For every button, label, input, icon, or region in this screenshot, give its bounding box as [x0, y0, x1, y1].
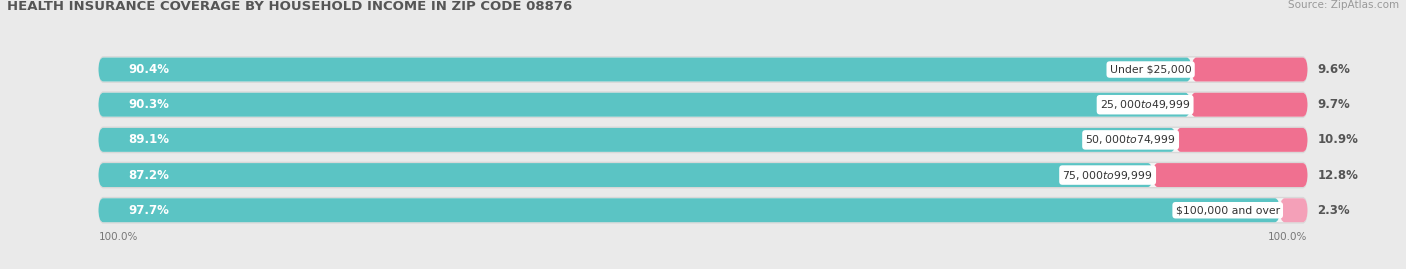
Text: 87.2%: 87.2%	[129, 169, 170, 182]
Text: Under $25,000: Under $25,000	[1109, 65, 1191, 75]
FancyBboxPatch shape	[98, 198, 1279, 222]
FancyBboxPatch shape	[98, 126, 1308, 153]
Text: $50,000 to $74,999: $50,000 to $74,999	[1085, 133, 1175, 146]
FancyBboxPatch shape	[98, 197, 1308, 224]
Text: HEALTH INSURANCE COVERAGE BY HOUSEHOLD INCOME IN ZIP CODE 08876: HEALTH INSURANCE COVERAGE BY HOUSEHOLD I…	[7, 0, 572, 13]
FancyBboxPatch shape	[98, 56, 1308, 83]
Text: $100,000 and over: $100,000 and over	[1175, 205, 1279, 215]
Text: 100.0%: 100.0%	[1268, 232, 1308, 242]
Text: 90.4%: 90.4%	[129, 63, 170, 76]
Text: $75,000 to $99,999: $75,000 to $99,999	[1063, 169, 1153, 182]
Text: 10.9%: 10.9%	[1317, 133, 1358, 146]
FancyBboxPatch shape	[98, 128, 1175, 152]
Text: 100.0%: 100.0%	[98, 232, 138, 242]
FancyBboxPatch shape	[1191, 93, 1308, 117]
FancyBboxPatch shape	[1279, 198, 1308, 222]
Text: Source: ZipAtlas.com: Source: ZipAtlas.com	[1288, 0, 1399, 10]
FancyBboxPatch shape	[98, 58, 1191, 82]
FancyBboxPatch shape	[1191, 58, 1308, 82]
FancyBboxPatch shape	[98, 91, 1308, 118]
Text: 89.1%: 89.1%	[129, 133, 170, 146]
FancyBboxPatch shape	[1153, 163, 1308, 187]
Text: 9.6%: 9.6%	[1317, 63, 1350, 76]
FancyBboxPatch shape	[98, 163, 1308, 187]
FancyBboxPatch shape	[1175, 128, 1308, 152]
FancyBboxPatch shape	[98, 93, 1308, 117]
Text: 12.8%: 12.8%	[1317, 169, 1358, 182]
Text: $25,000 to $49,999: $25,000 to $49,999	[1099, 98, 1191, 111]
FancyBboxPatch shape	[98, 128, 1308, 152]
FancyBboxPatch shape	[98, 162, 1308, 188]
FancyBboxPatch shape	[98, 93, 1191, 117]
Text: 2.3%: 2.3%	[1317, 204, 1350, 217]
FancyBboxPatch shape	[98, 198, 1308, 222]
Text: 97.7%: 97.7%	[129, 204, 170, 217]
FancyBboxPatch shape	[98, 58, 1308, 82]
FancyBboxPatch shape	[98, 163, 1153, 187]
Text: 9.7%: 9.7%	[1317, 98, 1350, 111]
Text: 90.3%: 90.3%	[129, 98, 170, 111]
